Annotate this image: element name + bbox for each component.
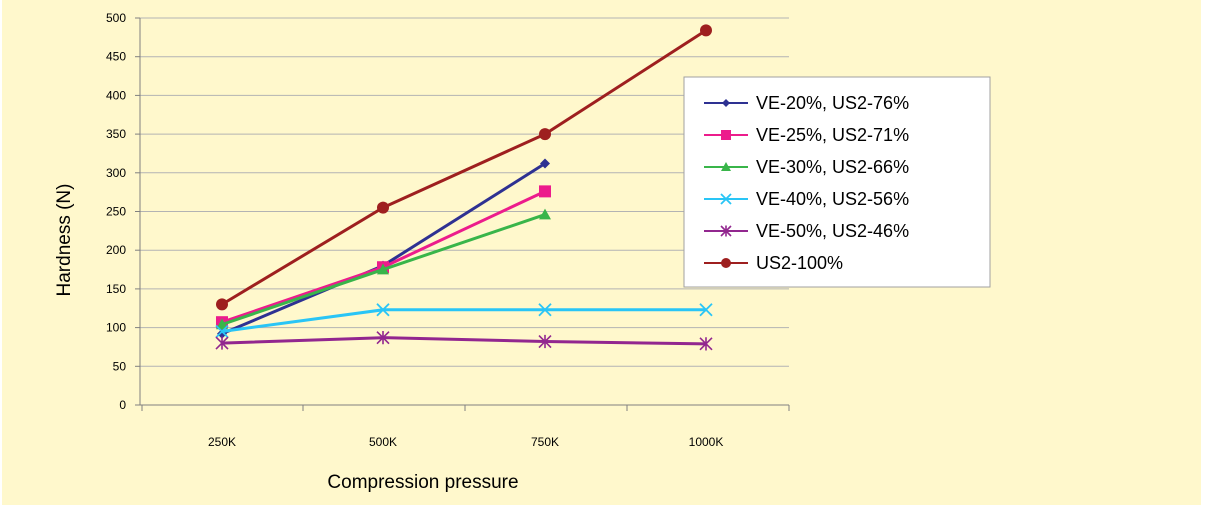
legend-entry: VE-40%, US2-56%	[704, 189, 909, 209]
data-point	[376, 303, 390, 317]
legend-label: VE-40%, US2-56%	[756, 189, 909, 209]
series-3	[216, 208, 551, 330]
y-tick-labels: 0 50 100 150 200 250 300 350 400 450 500	[106, 11, 126, 412]
data-point	[377, 263, 389, 275]
series-6	[216, 24, 712, 311]
legend-swatch-marker	[721, 130, 731, 140]
x-tick-labels: 250K 500K 750K 1000K	[208, 435, 723, 449]
y-axis-title: Hardness (N)	[54, 184, 75, 297]
legend-entry: US2-100%	[704, 253, 843, 273]
legend-swatch-marker	[721, 162, 731, 171]
y-tick-label: 400	[106, 88, 126, 102]
legend-label: VE-20%, US2-76%	[756, 93, 909, 113]
legend-swatch-marker	[720, 193, 732, 205]
series-1	[217, 158, 550, 339]
legend-swatch-marker	[721, 258, 731, 268]
data-point	[539, 185, 551, 198]
series-lines	[215, 24, 713, 351]
data-point	[538, 303, 552, 317]
data-point	[700, 24, 712, 37]
y-tick-label: 150	[106, 282, 126, 296]
data-point	[216, 318, 228, 330]
x-tick-label: 250K	[208, 435, 236, 449]
data-point	[539, 208, 551, 220]
data-point	[538, 334, 552, 349]
x-tick-label: 500K	[369, 435, 397, 449]
legend-swatch-marker	[720, 225, 732, 237]
data-point	[699, 303, 713, 317]
y-tick-label: 350	[106, 127, 126, 141]
y-tick-label: 450	[106, 50, 126, 64]
y-tick-label: 300	[106, 166, 126, 180]
y-tick-label: 50	[113, 359, 127, 373]
series-line	[221, 336, 707, 346]
legend-entry: VE-30%, US2-66%	[704, 157, 909, 177]
x-tick-label: 1000K	[689, 435, 724, 449]
legend-label: VE-50%, US2-46%	[756, 221, 909, 241]
legend-entry: VE-20%, US2-76%	[704, 93, 909, 113]
data-point	[377, 201, 389, 214]
series-line	[221, 308, 706, 333]
data-point	[215, 324, 229, 339]
legend: VE-20%, US2-76% VE-25%, US2-71% VE-30%, US…	[683, 76, 991, 288]
series-5	[215, 331, 713, 351]
legend-entry: VE-50%, US2-46%	[704, 221, 909, 241]
legend-entry: VE-25%, US2-71%	[704, 125, 909, 145]
x-axis-title: Compression pressure	[327, 472, 518, 493]
data-point	[216, 298, 228, 311]
series-line	[221, 29, 707, 306]
legend-box	[683, 76, 991, 288]
legend-label: US2-100%	[756, 253, 843, 273]
y-tick-label: 100	[106, 321, 126, 335]
y-tick-label: 200	[106, 243, 126, 257]
data-point	[215, 336, 229, 350]
y-tick-label: 250	[106, 205, 126, 219]
y-tick-label: 500	[106, 11, 126, 25]
data-point	[376, 331, 390, 345]
axes	[135, 17, 790, 411]
series-4	[215, 303, 713, 339]
y-tick-label: 0	[119, 398, 126, 412]
data-point	[540, 158, 550, 169]
data-point	[699, 337, 713, 351]
data-point	[539, 128, 551, 141]
legend-swatch-marker	[722, 99, 730, 107]
legend-label: VE-25%, US2-71%	[756, 125, 909, 145]
legend-label: VE-30%, US2-66%	[756, 157, 909, 177]
x-tick-label: 750K	[531, 435, 559, 449]
